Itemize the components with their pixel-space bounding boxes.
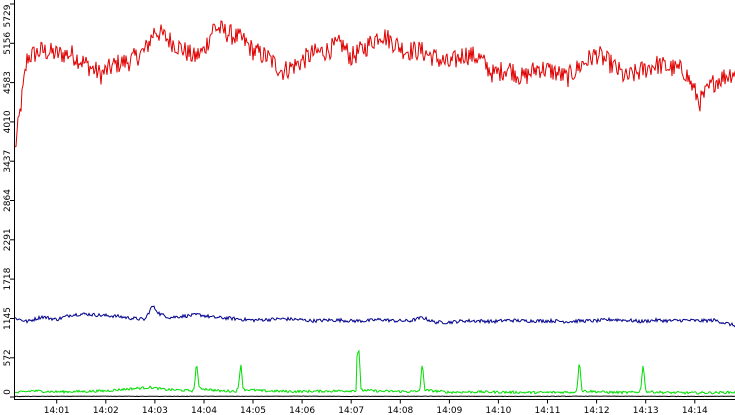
- x-tick-label: 14:03: [142, 406, 168, 415]
- x-tick-label: 14:04: [191, 406, 217, 415]
- x-tick-label: 14:10: [485, 406, 511, 415]
- x-tick-label: 14:12: [584, 406, 610, 415]
- y-tick-label: 572: [3, 349, 13, 366]
- x-tick-label: 14:13: [633, 406, 659, 415]
- x-tick-label: 14:09: [436, 406, 462, 415]
- x-tick-label: 14:06: [289, 406, 315, 415]
- series-layer: [14, 20, 735, 398]
- y-tick-label: 4010: [3, 110, 13, 133]
- y-tick-label: 5156: [3, 32, 13, 55]
- x-tick-layer: 14:01 14:02 14:03 14:04 14:05 14:06 14:07 14:08…: [44, 399, 708, 415]
- x-tick-label: 14:07: [338, 406, 364, 415]
- x-tick-label: 14:01: [44, 406, 70, 415]
- x-tick-label: 14:02: [93, 406, 119, 415]
- y-tick-label: 0: [3, 389, 13, 395]
- y-tick-label: 1718: [3, 267, 13, 290]
- y-tick-label: 2291: [3, 228, 13, 251]
- series-line-0: [14, 20, 735, 148]
- y-tick-layer: 0 572 1145 1718 2291 2864 3437 4010 4583 5156 5729: [3, 3, 15, 398]
- x-tick-label: 14:14: [682, 406, 708, 415]
- y-tick-label: 2864: [3, 189, 13, 212]
- y-tick-label: 1145: [3, 307, 13, 330]
- y-tick-label: 3437: [3, 150, 13, 173]
- series-line-1: [14, 305, 735, 328]
- series-line-3: [14, 395, 735, 398]
- y-tick-label: 4583: [3, 71, 13, 94]
- x-tick-label: 14:11: [535, 406, 561, 415]
- x-tick-label: 14:05: [240, 406, 266, 415]
- series-line-2: [15, 349, 735, 395]
- y-tick-label: 5729: [3, 4, 13, 27]
- x-tick-label: 14:08: [387, 406, 413, 415]
